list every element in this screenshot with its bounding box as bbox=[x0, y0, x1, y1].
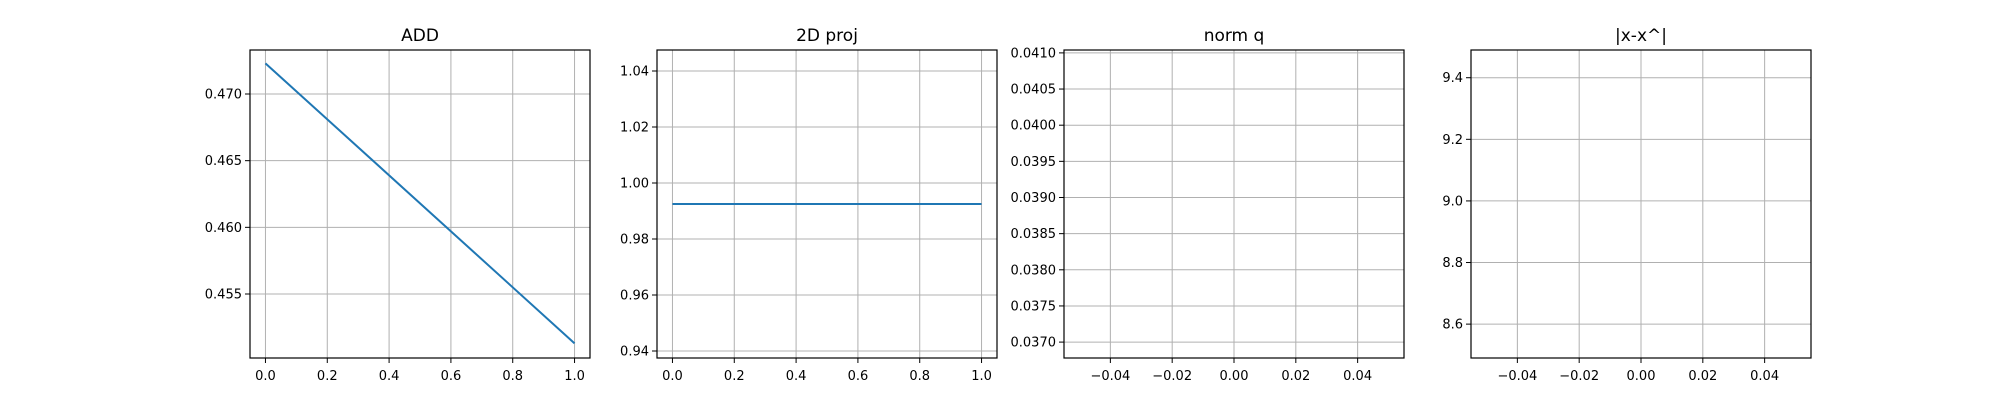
subplot-title: |x-x^| bbox=[1615, 26, 1667, 46]
y-tick-label: 1.02 bbox=[620, 121, 649, 136]
x-tick-label: 0.6 bbox=[441, 369, 462, 384]
y-tick-label: 0.0410 bbox=[1011, 46, 1057, 61]
subplot-title: ADD bbox=[401, 26, 439, 46]
y-tick-label: 0.470 bbox=[205, 88, 242, 103]
axes-frame bbox=[656, 49, 998, 359]
subplot-abs-error: |x-x^| −0.04 −0.02 0.00 0.02 0.04 8.6 8.8 9.0 9.… bbox=[1442, 26, 1812, 384]
x-tick-label: 0.6 bbox=[848, 369, 869, 384]
x-tick-label: 0.00 bbox=[1220, 369, 1249, 384]
series-line-0 bbox=[264, 62, 576, 345]
y-tick-label: 9.4 bbox=[1442, 71, 1463, 86]
y-tick-label: 0.0400 bbox=[1011, 119, 1057, 134]
x-tick-label: 0.04 bbox=[1750, 369, 1779, 384]
y-tick-label: 0.0390 bbox=[1011, 191, 1057, 206]
subplot-2d-proj: 2D proj 0.0 0.2 0.4 0.6 0.8 1.0 0.94 0.96 0.98 1.… bbox=[620, 26, 998, 384]
subplot-norm-q: norm q −0.04 −0.02 0.00 0.02 0.04 0.0370 0.037… bbox=[1011, 26, 1405, 384]
subplot-title: 2D proj bbox=[796, 26, 858, 46]
x-tick-label: 0.2 bbox=[724, 369, 745, 384]
x-tick-label: 0.8 bbox=[909, 369, 930, 384]
y-tick-label: 8.8 bbox=[1442, 256, 1463, 271]
x-tick-label: 0.00 bbox=[1627, 369, 1656, 384]
x-tick-label: 0.02 bbox=[1688, 369, 1717, 384]
y-tick-label: 1.00 bbox=[620, 177, 649, 192]
y-tick-label: 8.6 bbox=[1442, 318, 1463, 333]
y-tick-label: 0.0370 bbox=[1011, 336, 1057, 351]
y-tick-label: 0.96 bbox=[620, 289, 649, 304]
x-tick-label: 0.02 bbox=[1281, 369, 1310, 384]
axes-frame bbox=[249, 49, 591, 359]
x-tick-label: 1.0 bbox=[971, 369, 992, 384]
y-tick-label: 0.0405 bbox=[1011, 83, 1057, 98]
y-tick-label: 9.2 bbox=[1442, 133, 1463, 148]
y-tick-label: 0.0385 bbox=[1011, 227, 1057, 242]
x-tick-label: 0.0 bbox=[662, 369, 683, 384]
x-tick-label: 1.0 bbox=[564, 369, 585, 384]
x-tick-label: 0.4 bbox=[786, 369, 807, 384]
y-tick-label: 0.0395 bbox=[1011, 155, 1057, 170]
y-tick-label: 0.94 bbox=[620, 345, 649, 360]
x-tick-label: −0.02 bbox=[1152, 369, 1192, 384]
y-tick-label: 0.465 bbox=[205, 154, 242, 169]
y-tick-label: 0.0380 bbox=[1011, 263, 1057, 278]
y-tick-label: 0.98 bbox=[620, 233, 649, 248]
x-tick-label: −0.04 bbox=[1497, 369, 1537, 384]
subplot-add: ADD 0.0 0.2 0.4 0.6 0.8 1.0 0.455 0.460 0.465 0.4… bbox=[205, 26, 591, 384]
x-tick-label: −0.04 bbox=[1090, 369, 1130, 384]
x-tick-label: 0.4 bbox=[379, 369, 400, 384]
x-tick-label: 0.2 bbox=[317, 369, 338, 384]
x-tick-label: −0.02 bbox=[1559, 369, 1599, 384]
x-tick-label: 0.8 bbox=[502, 369, 523, 384]
y-tick-label: 1.04 bbox=[620, 65, 649, 80]
y-tick-label: 0.455 bbox=[205, 288, 242, 303]
y-tick-label: 9.0 bbox=[1442, 194, 1463, 209]
y-tick-label: 0.0375 bbox=[1011, 299, 1057, 314]
x-tick-label: 0.04 bbox=[1343, 369, 1372, 384]
x-tick-label: 0.0 bbox=[255, 369, 276, 384]
subplot-title: norm q bbox=[1204, 26, 1265, 46]
y-tick-label: 0.460 bbox=[205, 221, 242, 236]
